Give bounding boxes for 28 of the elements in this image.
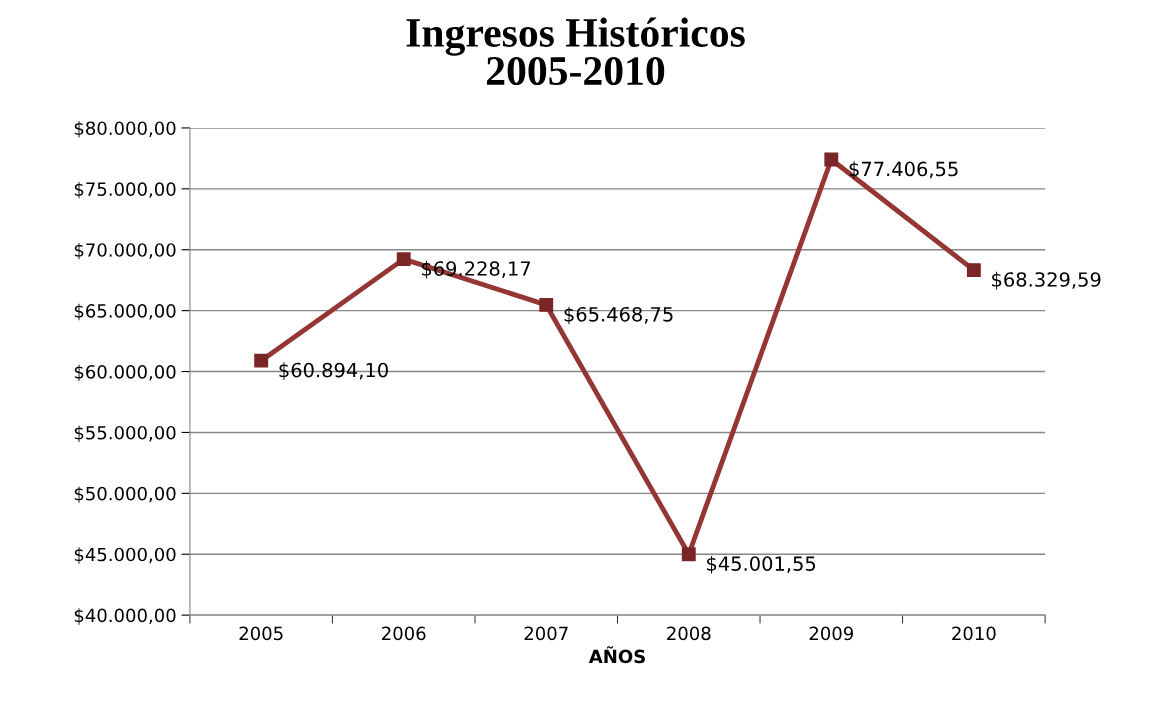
- y-tick-label: $55.000,00: [74, 425, 176, 442]
- y-tick-label: $75.000,00: [74, 181, 176, 199]
- point: [681, 547, 696, 562]
- point: [824, 152, 839, 167]
- x-tick-label: 2010: [952, 626, 996, 641]
- x-axis-title: AÑOS: [588, 646, 645, 664]
- x-tick-label: 2005: [239, 626, 283, 641]
- x-tick-label: 2006: [382, 626, 426, 641]
- x-tick-label: 2008: [667, 626, 711, 641]
- chart-title: Ingresos Históricos 2005-2010: [406, 17, 745, 86]
- data-label: $60.894,10: [279, 362, 388, 380]
- y-tick-label: $70.000,00: [74, 242, 176, 260]
- data-label: $77.406,55: [849, 161, 958, 179]
- x-tick-label: 2009: [809, 626, 854, 641]
- y-tick-label: $45.000,00: [74, 547, 176, 564]
- data-label: $45.001,55: [707, 555, 816, 574]
- x-tick-label: 2007: [524, 626, 568, 641]
- point: [539, 297, 554, 312]
- y-tick-label: $40.000,00: [74, 608, 176, 625]
- y-tick-label: $60.000,00: [74, 364, 176, 382]
- y-tick-label: $80.000,00: [74, 121, 176, 138]
- data-label: $68.329,59: [992, 271, 1101, 290]
- y-tick-label: $50.000,00: [74, 486, 176, 503]
- point: [966, 263, 981, 278]
- data-label: $65.468,75: [564, 306, 673, 325]
- y-tick-label: $65.000,00: [74, 303, 176, 321]
- point: [254, 353, 269, 368]
- point: [396, 252, 411, 267]
